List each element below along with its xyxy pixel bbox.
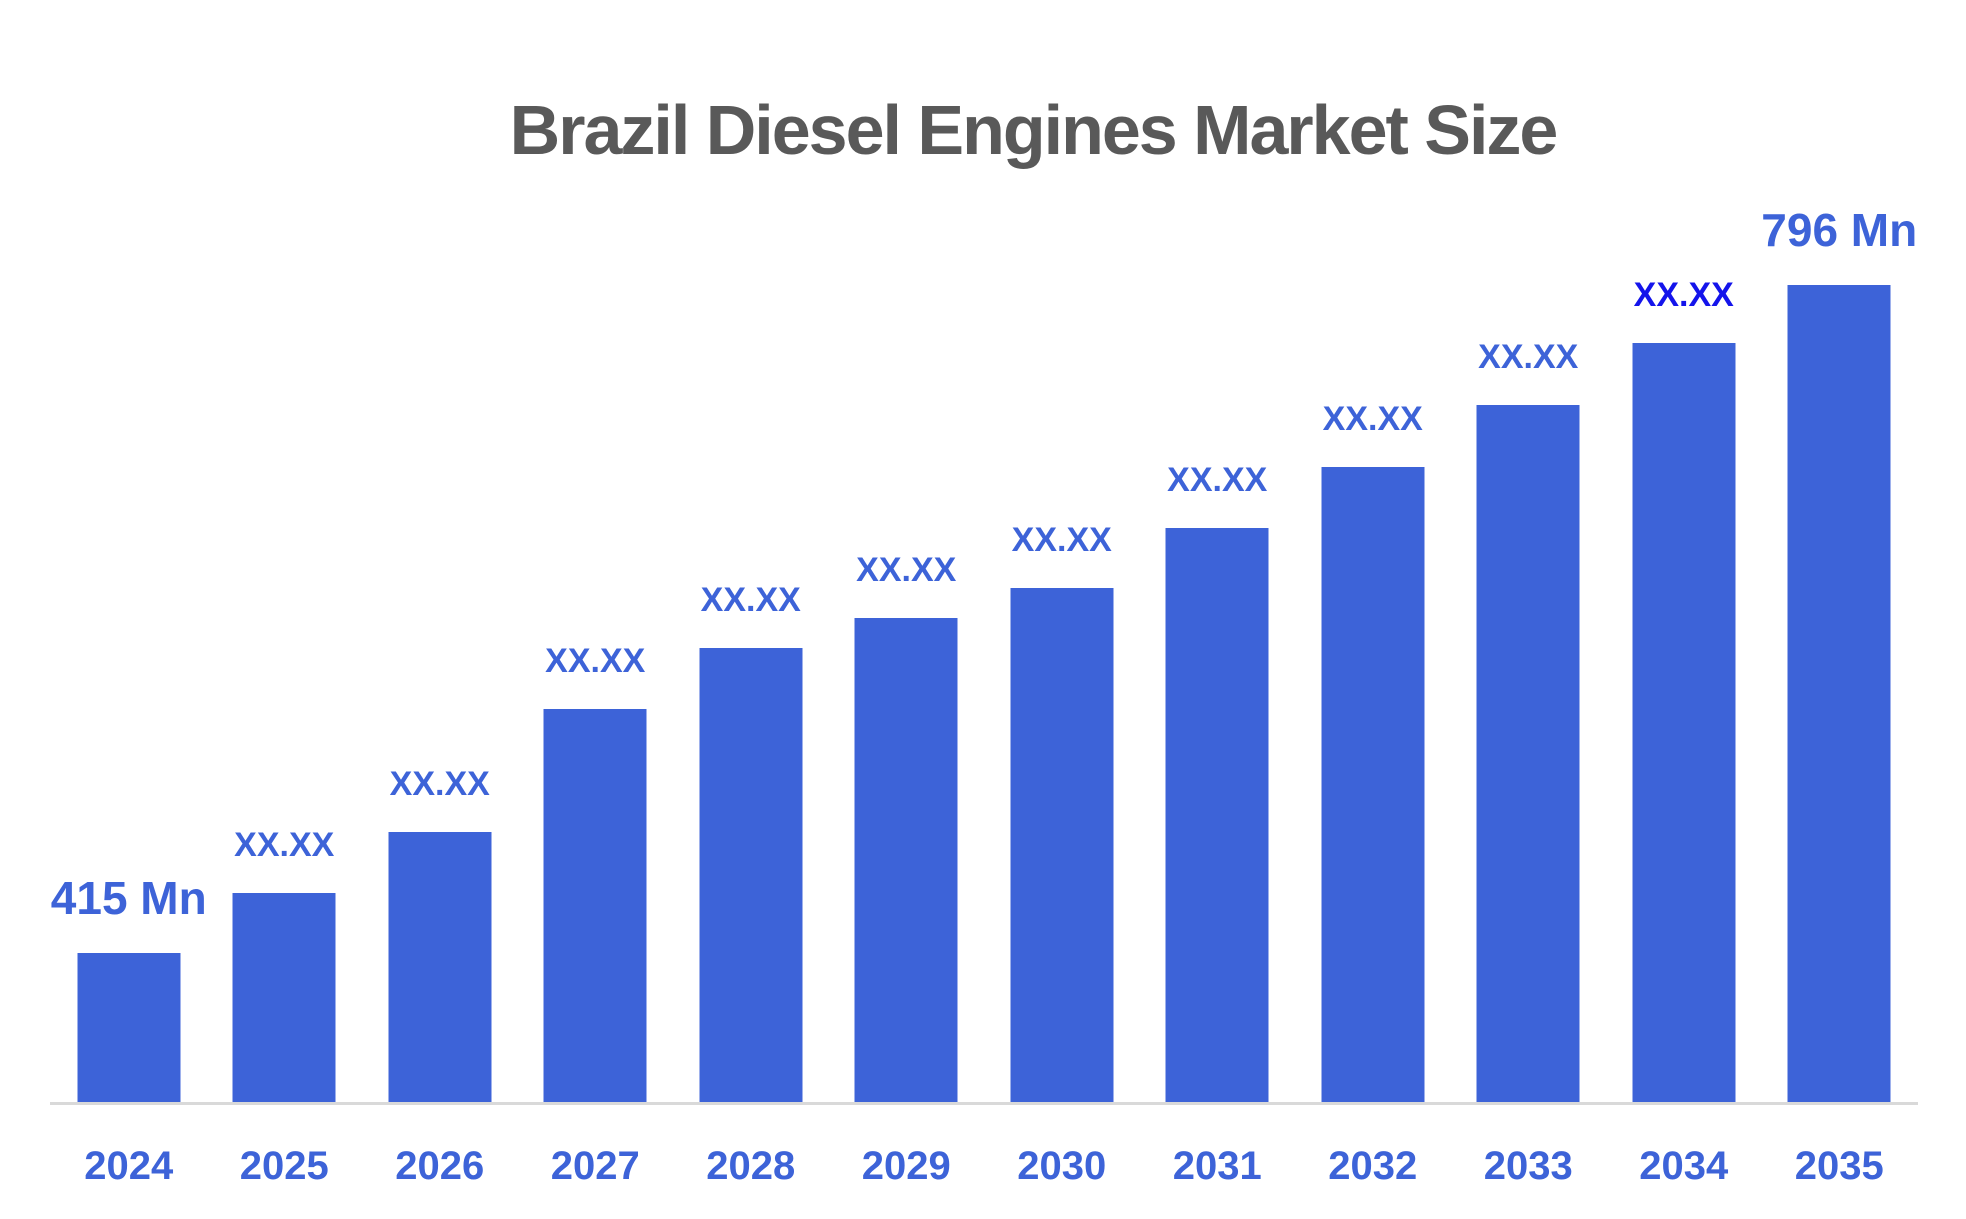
- bar-2035: [1787, 285, 1891, 1102]
- bar-column-2028: XX.XX 2028: [673, 0, 829, 1188]
- x-axis-tick-label-2032: 2032: [1328, 1144, 1418, 1188]
- bar-2026: [388, 832, 492, 1102]
- bar-value-label-2025: XX.XX: [234, 826, 335, 864]
- bar-2029: [854, 618, 958, 1102]
- bar-2025: [232, 893, 336, 1102]
- bar-2027: [543, 709, 647, 1102]
- bar-column-2029: XX.XX 2029: [829, 0, 985, 1188]
- bar-value-label-2033: XX.XX: [1478, 338, 1579, 376]
- bar-value-label-2029: XX.XX: [856, 551, 957, 589]
- bar-value-label-2027: XX.XX: [545, 642, 646, 680]
- chart-title: Brazil Diesel Engines Market Size: [509, 91, 1559, 169]
- x-axis-tick-label-2028: 2028: [706, 1144, 796, 1188]
- x-axis-tick-label-2031: 2031: [1172, 1144, 1262, 1188]
- bar-column-2035: 796 Mn 2035: [1761, 0, 1918, 1188]
- bar-2032: [1321, 467, 1425, 1102]
- bar-2028: [699, 648, 803, 1102]
- bar-column-2027: XX.XX 2027: [518, 0, 674, 1188]
- bar-chart: 415 Mn 2024 XX.XX 2025 XX.XX 2026 XX.XX 2027 XX.…: [50, 0, 1918, 1188]
- x-axis-tick-label-2029: 2029: [861, 1144, 951, 1188]
- bar-column-2026: XX.XX 2026: [362, 0, 518, 1188]
- bar-value-label-2031: XX.XX: [1167, 461, 1268, 499]
- x-axis-tick-label-2027: 2027: [550, 1144, 640, 1188]
- x-axis-tick-label-2025: 2025: [239, 1144, 329, 1188]
- x-axis-tick-label-2024: 2024: [84, 1144, 174, 1188]
- bar-column-2032: XX.XX 2032: [1295, 0, 1451, 1188]
- bar-value-label-2026: XX.XX: [389, 765, 490, 803]
- bar-2034: [1632, 343, 1736, 1102]
- x-axis-tick-label-2026: 2026: [395, 1144, 485, 1188]
- bar-2024: [77, 953, 181, 1102]
- bar-value-label-2035: 796 Mn: [1761, 204, 1918, 256]
- bar-column-2034: XX.XX 2034: [1606, 0, 1762, 1188]
- bar-value-label-2032: XX.XX: [1322, 400, 1423, 438]
- bar-value-label-2024: 415 Mn: [50, 872, 207, 924]
- bar-2031: [1165, 528, 1269, 1102]
- bar-value-label-2030: XX.XX: [1011, 521, 1112, 559]
- bar-column-2030: XX.XX 2030: [984, 0, 1140, 1188]
- bar-2030: [1010, 588, 1114, 1102]
- bar-2033: [1476, 405, 1580, 1102]
- bar-column-2024: 415 Mn 2024: [50, 0, 207, 1188]
- bar-column-2025: XX.XX 2025: [207, 0, 363, 1188]
- x-axis-tick-label-2033: 2033: [1483, 1144, 1573, 1188]
- bar-column-2031: XX.XX 2031: [1140, 0, 1296, 1188]
- bar-value-label-2028: XX.XX: [700, 581, 801, 619]
- bar-column-2033: XX.XX 2033: [1451, 0, 1607, 1188]
- x-axis-tick-label-2035: 2035: [1794, 1144, 1884, 1188]
- x-axis-line: [50, 1102, 1918, 1105]
- bar-value-label-2034: XX.XX: [1633, 276, 1734, 314]
- x-axis-tick-label-2034: 2034: [1639, 1144, 1729, 1188]
- x-axis-tick-label-2030: 2030: [1017, 1144, 1107, 1188]
